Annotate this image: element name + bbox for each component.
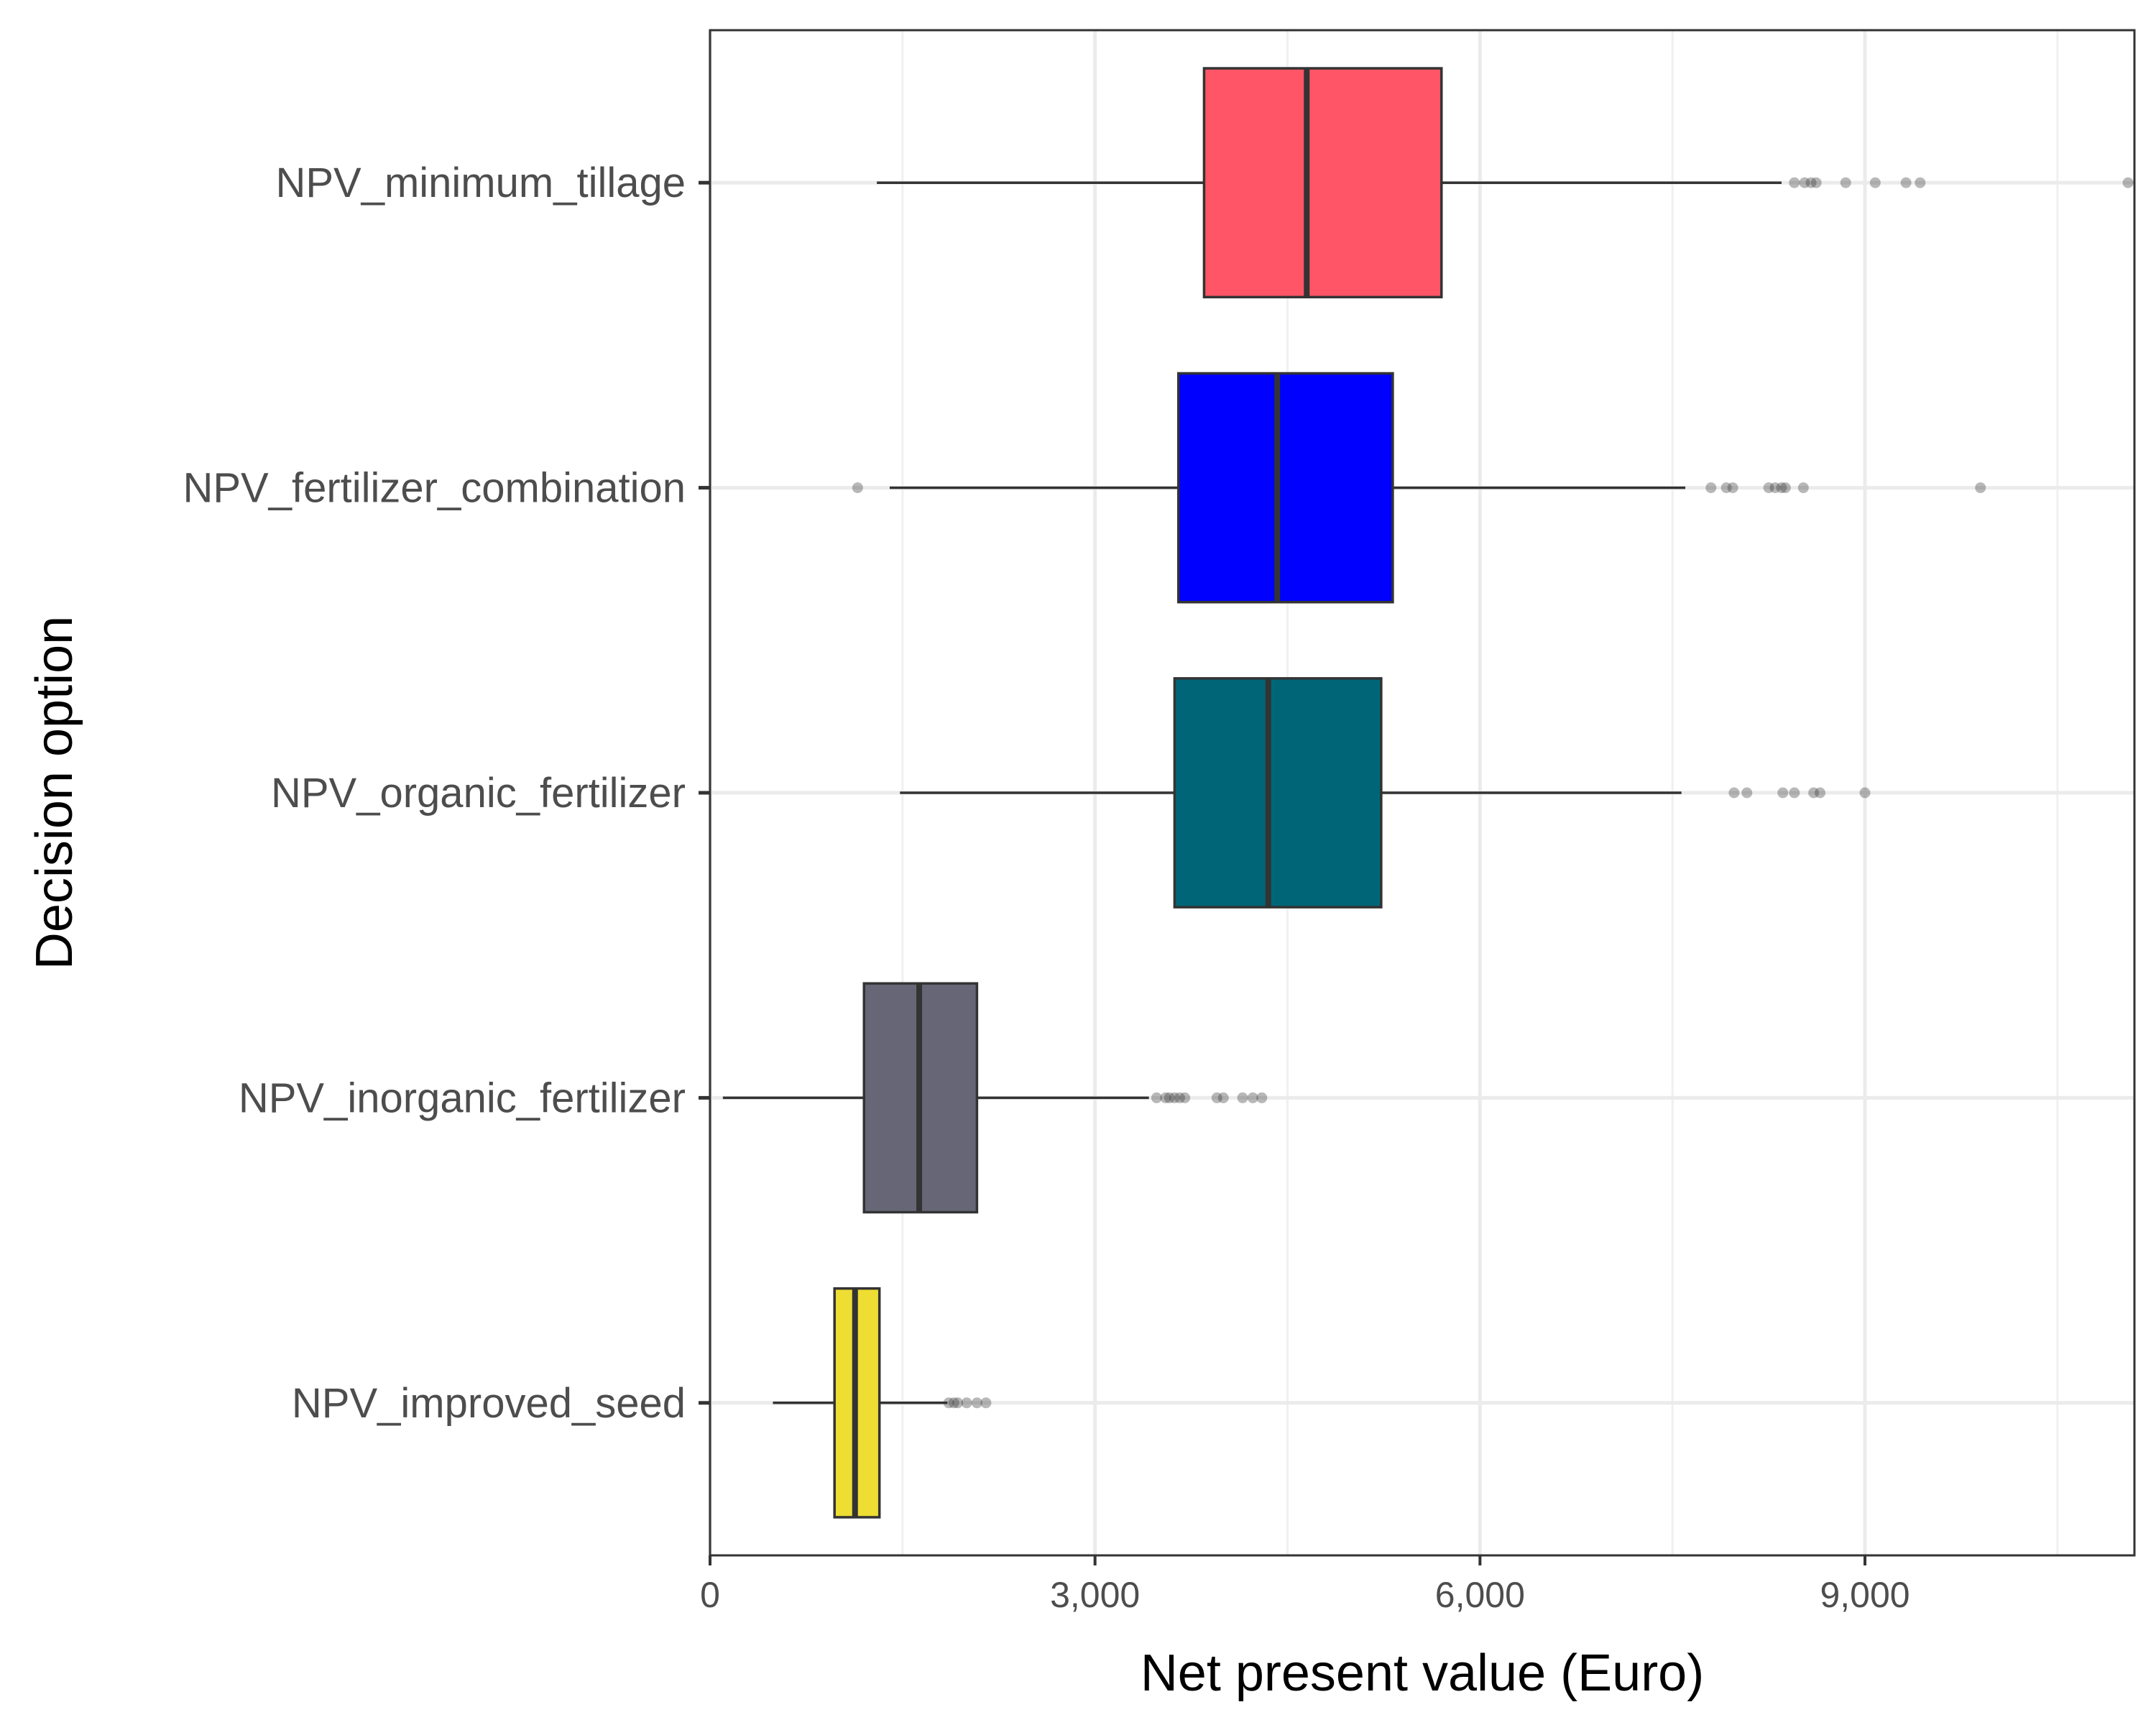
outlier-point bbox=[1728, 787, 1740, 799]
outlier-point bbox=[1727, 482, 1738, 494]
x-tick-label: 3,000 bbox=[1050, 1575, 1140, 1615]
outlier-point bbox=[1151, 1092, 1162, 1103]
outlier-point bbox=[1217, 1092, 1229, 1103]
x-axis-title: Net present value (Euro) bbox=[1141, 1644, 1704, 1702]
x-tick-label: 9,000 bbox=[1820, 1575, 1909, 1615]
outlier-point bbox=[1975, 482, 1986, 494]
outlier-point bbox=[1900, 177, 1912, 188]
outlier-point bbox=[1160, 1092, 1171, 1103]
outlier-point bbox=[943, 1397, 954, 1409]
y-axis-title: Decision option bbox=[26, 616, 83, 970]
outlier-point bbox=[1705, 482, 1717, 494]
outlier-point bbox=[1720, 482, 1732, 494]
box-group-NPV_fertilizer_combination bbox=[852, 372, 1986, 604]
y-tick-label: NPV_minimum_tillage bbox=[275, 160, 686, 206]
outlier-point bbox=[948, 1397, 959, 1409]
outlier-point bbox=[1810, 177, 1822, 188]
outlier-point bbox=[1247, 1092, 1258, 1103]
box bbox=[1173, 677, 1383, 908]
outlier-point bbox=[1869, 177, 1881, 188]
outlier-point bbox=[852, 482, 863, 494]
outlier-point bbox=[1797, 482, 1809, 494]
outlier-point bbox=[1915, 177, 1926, 188]
y-tick-label: NPV_inorganic_fertilizer bbox=[239, 1075, 686, 1121]
outlier-point bbox=[980, 1397, 992, 1409]
outlier-point bbox=[1169, 1092, 1180, 1103]
outlier-point bbox=[1808, 787, 1820, 799]
box-group-NPV_minimum_tillage bbox=[877, 67, 2134, 299]
box-group-NPV_organic_fertilizer bbox=[900, 677, 1871, 908]
box bbox=[1202, 67, 1443, 299]
boxes bbox=[722, 67, 2134, 1519]
outlier-point bbox=[1805, 177, 1817, 188]
outlier-point bbox=[2122, 177, 2134, 188]
outlier-point bbox=[1779, 482, 1791, 494]
outlier-point bbox=[1174, 1092, 1186, 1103]
outlier-point bbox=[1256, 1092, 1268, 1103]
y-tick-label: NPV_improved_seed bbox=[292, 1380, 686, 1427]
outlier-point bbox=[961, 1397, 972, 1409]
box-group-NPV_improved_seed bbox=[773, 1287, 992, 1519]
outlier-point bbox=[952, 1397, 964, 1409]
outlier-point bbox=[971, 1397, 982, 1409]
x-axis-ticks: 0 3,000 6,000 9,000 bbox=[700, 1555, 1910, 1615]
outlier-point bbox=[1840, 177, 1851, 188]
outlier-point bbox=[1237, 1092, 1248, 1103]
outlier-point bbox=[1769, 482, 1781, 494]
outlier-point bbox=[1164, 1092, 1175, 1103]
outlier-point bbox=[1776, 482, 1787, 494]
box-group-NPV_inorganic_fertilizer bbox=[722, 982, 1268, 1214]
outlier-point bbox=[1789, 177, 1800, 188]
y-tick-label: NPV_fertilizer_combination bbox=[183, 465, 686, 512]
outlier-point bbox=[1799, 177, 1810, 188]
x-tick-label: 6,000 bbox=[1435, 1575, 1525, 1615]
outlier-point bbox=[1789, 787, 1800, 799]
y-tick-label: NPV_organic_fertilizer bbox=[271, 770, 686, 816]
outlier-point bbox=[1763, 482, 1774, 494]
outlier-point bbox=[1741, 787, 1753, 799]
outlier-point bbox=[1777, 787, 1789, 799]
x-tick-label: 0 bbox=[700, 1575, 720, 1615]
outlier-point bbox=[1179, 1092, 1191, 1103]
y-axis-ticks: NPV_minimum_tillage NPV_fertilizer_combin… bbox=[183, 160, 710, 1427]
box bbox=[1176, 372, 1394, 604]
outlier-point bbox=[1859, 787, 1871, 799]
outlier-point bbox=[1211, 1092, 1222, 1103]
outlier-point bbox=[1815, 787, 1826, 799]
